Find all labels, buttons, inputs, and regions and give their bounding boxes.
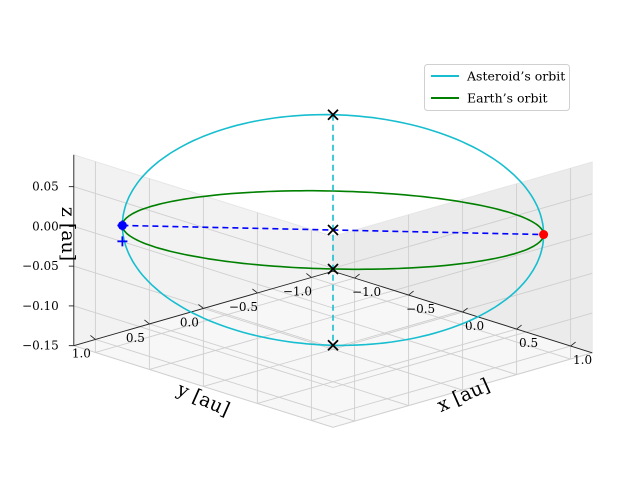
tick-labels: −1.0 −0.5 0.0 0.5 1.0 1.0 0.5 0.0 −0.5 −1.0 0.05 0.…: [22, 180, 592, 367]
y-tick: [306, 273, 312, 278]
grid-line-y: [311, 277, 571, 360]
z-tick-label: −0.10: [22, 299, 59, 313]
legend: Asteroid’s orbit Earth’s orbit: [424, 64, 570, 111]
x-tick-label: 1.0: [573, 353, 592, 367]
z-tick-label: 0.05: [32, 180, 59, 194]
x-tick-label: 0.0: [465, 319, 484, 333]
y-tick: [90, 335, 96, 340]
blue-plus-a-marker: [117, 220, 128, 231]
x-stroke: [327, 339, 339, 351]
grid-line-z: [332, 352, 593, 428]
y-tick: [198, 304, 204, 309]
grid-line-z: [73, 265, 334, 349]
grid-line-z: [73, 305, 334, 388]
y-tick: [144, 319, 150, 325]
grid-line-z: [332, 233, 593, 309]
x-stroke: [327, 109, 339, 121]
grid-line-y: [149, 323, 409, 406]
x-stroke: [327, 224, 339, 236]
x-bottom-marker: [327, 339, 339, 351]
grid-line-z: [73, 345, 334, 428]
axis-lines: [68, 154, 593, 354]
x-tick-label: −0.5: [406, 302, 435, 316]
x-tick: [408, 290, 414, 296]
x-tick: [462, 307, 468, 313]
grid-lines: [73, 161, 593, 428]
z-tick-label: −0.05: [22, 259, 59, 273]
x-stroke: [327, 263, 339, 275]
x-earth-marker: [327, 263, 339, 275]
grid-line-y: [257, 292, 517, 375]
grid-line-y: [95, 339, 355, 422]
legend-label-asteroid: Asteroid’s orbit: [466, 69, 565, 84]
grid-line-y: [203, 308, 463, 391]
z-tick-label: −0.15: [22, 339, 59, 353]
x-tick: [354, 273, 360, 279]
y-tick-label: 0.0: [180, 315, 199, 329]
data-layer: [117, 109, 549, 351]
z-tick-label: 0.00: [32, 219, 59, 233]
x-tick: [570, 341, 576, 347]
y-tick-label: 1.0: [72, 346, 91, 360]
legend-label-earth: Earth’s orbit: [467, 91, 548, 106]
x-tick: [516, 324, 522, 330]
x-tick-label: −1.0: [352, 285, 381, 299]
y-tick-label: 0.5: [126, 331, 145, 345]
y-tick: [252, 288, 258, 294]
x-tick-label: 0.5: [519, 336, 538, 350]
blue-plus-b-marker: [117, 236, 128, 247]
y-tick-label: −0.5: [229, 300, 258, 314]
y-tick-label: −1.0: [283, 284, 312, 298]
grid-line-z: [332, 193, 593, 269]
grid-line-z: [332, 312, 593, 388]
grid-line-z: [73, 225, 334, 309]
z-axis-label: z [au]: [57, 207, 79, 261]
x-top-marker: [327, 109, 339, 121]
x-center-marker: [327, 224, 339, 236]
grid-line-z: [332, 272, 593, 349]
legend-frame: [424, 64, 570, 111]
red-dot-marker: [539, 230, 549, 240]
